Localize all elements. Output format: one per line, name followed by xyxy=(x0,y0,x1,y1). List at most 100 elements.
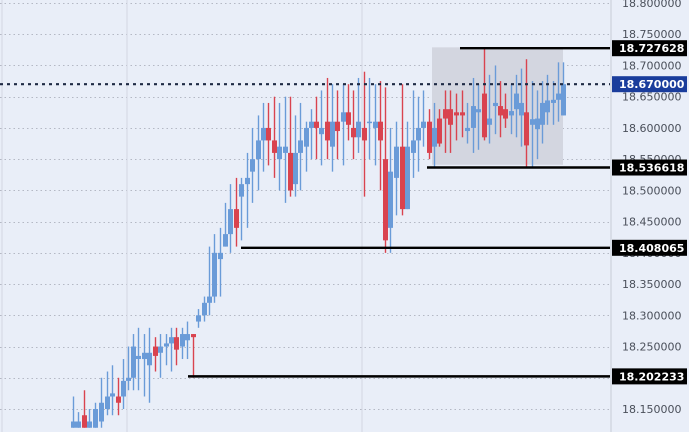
candle-down[interactable] xyxy=(153,337,158,372)
candles-group[interactable] xyxy=(71,47,566,428)
candle-up[interactable] xyxy=(228,184,233,253)
candle-up[interactable] xyxy=(239,177,244,241)
candle-down[interactable] xyxy=(191,334,196,378)
candle-up[interactable] xyxy=(487,74,492,144)
candle-up[interactable] xyxy=(519,68,524,147)
candle-body xyxy=(147,352,152,366)
candle-up[interactable] xyxy=(421,90,426,147)
candle-up[interactable] xyxy=(388,127,393,253)
candle-up[interactable] xyxy=(471,77,476,153)
candle-up[interactable] xyxy=(405,121,410,210)
candle-up[interactable] xyxy=(169,327,174,372)
candle-down[interactable] xyxy=(498,81,503,138)
candle-up[interactable] xyxy=(71,396,76,428)
candle-up[interactable] xyxy=(261,102,266,172)
candle-up[interactable] xyxy=(514,74,519,138)
candle-up[interactable] xyxy=(99,377,104,428)
candle-up[interactable] xyxy=(105,371,110,416)
candle-up[interactable] xyxy=(196,309,201,328)
candle-up[interactable] xyxy=(126,346,131,391)
candle-down[interactable] xyxy=(314,96,319,160)
candle-down[interactable] xyxy=(174,327,179,366)
candle-up[interactable] xyxy=(556,62,561,122)
candle-up[interactable] xyxy=(212,234,217,303)
candle-up[interactable] xyxy=(87,409,92,428)
candle-up[interactable] xyxy=(180,327,185,360)
candle-up[interactable] xyxy=(93,402,98,428)
candle-up[interactable] xyxy=(277,102,282,191)
candle-up[interactable] xyxy=(309,109,314,160)
candle-up[interactable] xyxy=(373,84,378,166)
candle-up[interactable] xyxy=(367,77,372,160)
candle-up[interactable] xyxy=(76,412,81,428)
price-axis-background[interactable] xyxy=(610,0,689,432)
candle-up[interactable] xyxy=(283,96,288,203)
candle-up[interactable] xyxy=(540,81,545,144)
candle-up[interactable] xyxy=(293,115,298,197)
candle-down[interactable] xyxy=(378,81,383,191)
candle-body xyxy=(126,377,131,381)
candle-down[interactable] xyxy=(325,77,330,160)
candle-down[interactable] xyxy=(383,87,388,253)
candle-up[interactable] xyxy=(561,62,566,116)
candle-up[interactable] xyxy=(341,84,346,166)
horizontal-levels[interactable] xyxy=(188,47,611,378)
candle-up[interactable] xyxy=(185,321,190,360)
candle-down[interactable] xyxy=(437,109,442,147)
candle-up[interactable] xyxy=(416,96,421,172)
candle-up[interactable] xyxy=(142,334,147,397)
candle-up[interactable] xyxy=(218,227,223,297)
candle-up[interactable] xyxy=(136,327,141,391)
candle-up[interactable] xyxy=(245,152,250,228)
candle-up[interactable] xyxy=(330,84,335,172)
candle-up[interactable] xyxy=(202,296,207,322)
candle-down[interactable] xyxy=(454,93,459,141)
candle-up[interactable] xyxy=(394,121,399,216)
candle-up[interactable] xyxy=(110,365,115,416)
candle-up[interactable] xyxy=(465,102,470,144)
candle-down[interactable] xyxy=(400,84,405,216)
candle-down[interactable] xyxy=(346,84,351,141)
candle-body xyxy=(545,100,550,113)
candle-down[interactable] xyxy=(234,177,239,247)
candle-up[interactable] xyxy=(304,121,309,172)
candle-up[interactable] xyxy=(131,334,136,391)
candle-down[interactable] xyxy=(482,47,487,141)
candle-down[interactable] xyxy=(335,90,340,160)
candle-up[interactable] xyxy=(509,84,514,135)
candle-down[interactable] xyxy=(427,109,432,160)
candle-up[interactable] xyxy=(250,127,255,203)
candle-body xyxy=(250,159,255,172)
candle-up[interactable] xyxy=(356,77,361,153)
candle-up[interactable] xyxy=(223,202,228,247)
candle-up[interactable] xyxy=(164,334,169,366)
candle-down[interactable] xyxy=(82,390,87,428)
candle-up[interactable] xyxy=(411,90,416,178)
candle-up[interactable] xyxy=(158,334,163,378)
candle-down[interactable] xyxy=(272,96,277,178)
candle-down[interactable] xyxy=(266,102,271,166)
candle-up[interactable] xyxy=(530,81,535,168)
candle-up[interactable] xyxy=(147,327,152,403)
candle-up[interactable] xyxy=(551,81,556,125)
candle-down[interactable] xyxy=(288,96,293,197)
candle-down[interactable] xyxy=(116,377,121,416)
candle-down[interactable] xyxy=(460,90,465,138)
price-axis-label: 18.450000 xyxy=(622,216,682,229)
candle-up[interactable] xyxy=(319,90,324,166)
candle-up[interactable] xyxy=(476,84,481,150)
candle-down[interactable] xyxy=(524,59,529,168)
candle-down[interactable] xyxy=(448,90,453,153)
candle-up[interactable] xyxy=(298,102,303,191)
candle-up[interactable] xyxy=(256,115,261,191)
candle-down[interactable] xyxy=(503,93,508,128)
candle-down[interactable] xyxy=(443,90,448,153)
candle-down[interactable] xyxy=(351,90,356,160)
candle-down[interactable] xyxy=(362,71,367,197)
candle-up[interactable] xyxy=(493,65,498,135)
candle-up[interactable] xyxy=(535,90,540,160)
candle-up[interactable] xyxy=(432,102,437,169)
candle-up[interactable] xyxy=(207,246,212,316)
candle-up[interactable] xyxy=(121,359,126,409)
